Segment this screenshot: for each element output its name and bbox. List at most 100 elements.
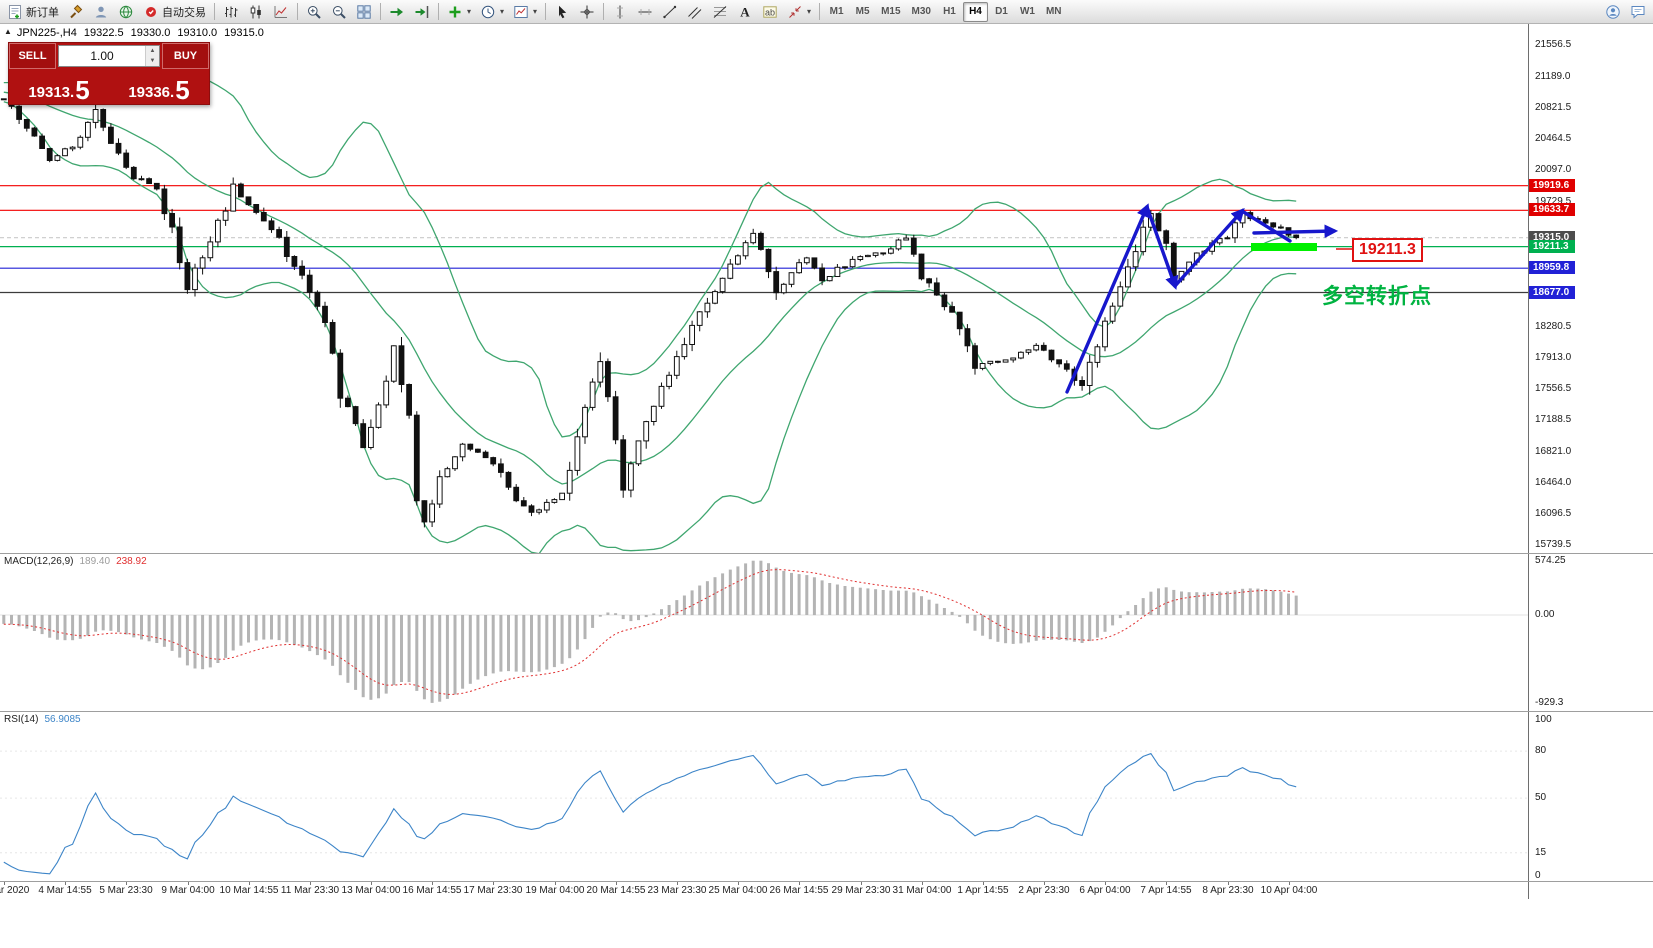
timeframe-d1-button[interactable]: D1 [989,2,1014,22]
ask-price-pip: 5 [175,75,190,105]
arrows-button[interactable]: ▾ [783,1,815,22]
rsi-panel[interactable]: RSI(14) 56.9085 [0,712,1528,881]
timeframe-h1-button[interactable]: H1 [937,2,962,22]
one-click-trading-panel: SELL 1.00 ▲ ▼ BUY 19313. 5 1 [8,42,210,105]
text-label-button[interactable]: ab [758,1,782,22]
price-tick-16821.0: 16821.0 [1535,446,1572,457]
templates-icon [513,4,529,20]
volume-value[interactable]: 1.00 [90,49,114,63]
templates-button[interactable]: ▾ [509,1,541,22]
auto-trading-button[interactable]: 自动交易 [139,1,210,22]
indicators-button[interactable]: ▾ [443,1,475,22]
crosshair-icon [579,4,595,20]
timeframe-m1-button[interactable]: M1 [824,2,849,22]
chat-icon [1630,4,1646,20]
zoom-in-button[interactable] [302,1,326,22]
zoom-out-button[interactable] [327,1,351,22]
market-watch-icon [118,4,134,20]
time-tick [1228,882,1229,885]
time-tick [126,882,127,885]
price-tick-18280.5: 18280.5 [1535,321,1572,332]
panel-separator[interactable] [0,553,1653,554]
price-axis[interactable]: 21556.5 21189.0 20821.5 20464.5 20097.0 19729… [1528,24,1652,553]
rsi-label: RSI(14) 56.9085 [4,714,81,725]
text-label-icon: ab [762,4,778,20]
tile-windows-button[interactable] [352,1,376,22]
ohlc-low: 19310.0 [177,27,218,39]
time-label: 10 Apr 04:00 [1260,885,1318,896]
volume-increase-button[interactable]: ▲ [146,46,159,56]
text-icon: A [737,4,753,20]
macd-name: MACD(12,26,9) [4,556,74,567]
timeframe-m15-button[interactable]: M15 [876,2,905,22]
chart-shift-button[interactable] [410,1,434,22]
time-tick [1166,882,1167,885]
time-tick [188,882,189,885]
symbol-period: JPN225-,H4 [16,27,77,39]
bid-price[interactable]: 19313. 5 [9,69,109,104]
bar-chart-button[interactable] [219,1,243,22]
indicators-caret-icon[interactable]: ▾ [467,7,472,16]
macd-panel[interactable]: MACD(12,26,9) 189.40 238.92 [0,554,1528,711]
timeframe-mn-button[interactable]: MN [1041,2,1067,22]
community-button[interactable] [1601,1,1625,22]
candlestick-chart-button[interactable] [244,1,268,22]
periods-button[interactable]: ▾ [476,1,508,22]
hammer-button[interactable] [64,1,88,22]
timeframe-h4-button[interactable]: H4 [962,1,988,22]
time-label: 29 Mar 23:30 [831,885,891,896]
macd-axis[interactable]: 574.25 0.00 -929.3 [1528,554,1652,711]
time-label: 23 Mar 23:30 [647,885,707,896]
crosshair-button[interactable] [575,1,599,22]
panel-separator[interactable] [0,711,1653,712]
timeframe-m5-button[interactable]: M5 [850,2,875,22]
time-axis[interactable]: 3 Mar 2020 4 Mar 14:55 5 Mar 23:30 9 Mar 04… [0,882,1528,899]
text-button[interactable]: A [733,1,757,22]
turning-point-note[interactable]: 多空转折点 [1322,285,1432,308]
time-tick [555,882,556,885]
price-tag-18677.0: 18677.0 [1529,286,1575,299]
line-chart-button[interactable] [269,1,293,22]
rsi-axis[interactable]: 100 80 50 15 0 [1528,712,1652,881]
fibonacci-button[interactable] [708,1,732,22]
market-watch-button[interactable] [114,1,138,22]
time-tick [677,882,678,885]
time-tick [983,882,984,885]
cursor-button[interactable] [550,1,574,22]
equidistant-channel-button[interactable] [683,1,707,22]
equidistant-channel-icon [687,4,703,20]
time-tick [799,882,800,885]
time-label: 5 Mar 23:30 [99,885,153,896]
tile-windows-icon [356,4,372,20]
ohlc-high: 19330.0 [130,27,171,39]
timeframe-w1-button[interactable]: W1 [1015,2,1040,22]
price-callout-label[interactable]: 19211.3 [1352,238,1423,262]
ask-price[interactable]: 19336. 5 [109,69,209,104]
timeframe-m30-button[interactable]: M30 [907,2,936,22]
arrows-caret-icon[interactable]: ▾ [807,7,812,16]
chat-button[interactable] [1626,1,1650,22]
toolbar-separator [214,3,215,20]
price-tick-20097.0: 20097.0 [1535,164,1572,175]
volume-input[interactable]: 1.00 ▲ ▼ [58,45,160,67]
new-order-button[interactable]: 新订单 [3,1,63,22]
templates-caret-icon[interactable]: ▾ [533,7,538,16]
price-tick-17913.0: 17913.0 [1535,352,1572,363]
periods-caret-icon[interactable]: ▾ [500,7,505,16]
buy-button[interactable]: BUY [162,43,209,69]
time-label: 1 Apr 14:55 [957,885,1009,896]
trendline-button[interactable] [658,1,682,22]
volume-decrease-button[interactable]: ▼ [146,56,159,66]
fibonacci-icon [712,4,728,20]
vertical-line-button[interactable] [608,1,632,22]
macd-tick-0.00: 0.00 [1535,609,1555,620]
profiles-button[interactable] [89,1,113,22]
one-click-expander-icon[interactable]: ▲ [4,27,12,36]
horizontal-line-button[interactable] [633,1,657,22]
main-chart[interactable]: ▲ JPN225-,H4 19322.5 19330.0 19310.0 193… [0,24,1528,553]
ask-price-main: 19336. [128,84,175,101]
sell-button[interactable]: SELL [9,43,56,69]
time-tick [1105,882,1106,885]
toolbar-separator [297,3,298,20]
auto-scroll-button[interactable] [385,1,409,22]
